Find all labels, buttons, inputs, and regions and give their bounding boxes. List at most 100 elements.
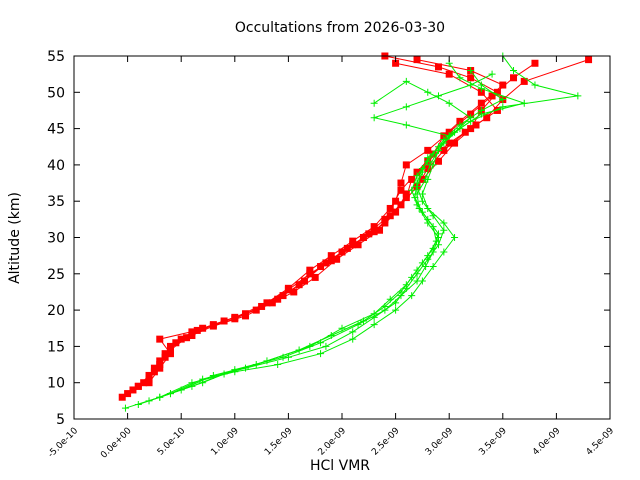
data-point xyxy=(183,334,191,342)
data-point xyxy=(451,234,459,241)
data-point xyxy=(408,292,416,300)
data-point xyxy=(166,390,174,398)
data-point xyxy=(392,197,400,205)
data-point xyxy=(209,322,217,330)
data-point xyxy=(386,295,394,303)
data-point xyxy=(413,179,421,187)
data-point xyxy=(386,204,394,212)
data-point xyxy=(268,299,276,307)
data-point xyxy=(274,361,282,369)
data-point xyxy=(402,77,410,85)
data-point xyxy=(150,364,158,372)
data-point xyxy=(418,197,426,205)
data-point xyxy=(397,292,405,300)
data-point xyxy=(156,335,164,343)
y-tick-label: 50 xyxy=(47,85,65,101)
data-point xyxy=(172,339,180,347)
data-point xyxy=(134,382,142,390)
data-point xyxy=(408,175,416,183)
data-point xyxy=(381,215,389,223)
data-point xyxy=(451,139,459,147)
series-1 xyxy=(121,52,582,412)
data-point xyxy=(322,259,330,267)
data-point xyxy=(424,146,432,154)
data-point xyxy=(370,99,378,107)
data-point xyxy=(370,228,378,236)
data-point xyxy=(429,248,437,256)
data-point xyxy=(402,103,410,111)
data-point xyxy=(445,128,453,136)
data-point xyxy=(118,393,126,401)
data-point xyxy=(231,366,239,374)
data-point xyxy=(499,96,507,104)
data-point xyxy=(422,175,430,183)
data-point xyxy=(166,350,174,358)
y-tick-label: 25 xyxy=(47,267,65,283)
data-point xyxy=(434,63,442,71)
data-point xyxy=(413,168,421,176)
data-point xyxy=(445,132,453,140)
data-point xyxy=(440,226,448,234)
data-point xyxy=(467,125,475,133)
data-point xyxy=(488,92,496,100)
data-point xyxy=(510,67,518,75)
y-tick-label: 40 xyxy=(47,158,65,174)
data-point xyxy=(402,281,410,289)
y-tick-label: 35 xyxy=(47,194,65,210)
data-point xyxy=(531,81,539,89)
y-tick-label: 15 xyxy=(47,339,65,355)
data-point xyxy=(252,306,260,314)
data-point xyxy=(322,342,330,350)
data-point xyxy=(124,390,132,398)
data-point xyxy=(349,237,357,245)
data-point xyxy=(161,353,169,361)
data-point xyxy=(327,257,335,265)
data-point xyxy=(392,208,400,216)
data-point xyxy=(156,393,164,401)
data-point xyxy=(279,292,287,300)
data-point xyxy=(397,186,405,194)
data-point xyxy=(585,56,593,64)
data-point xyxy=(349,328,357,336)
data-point xyxy=(166,342,174,350)
y-tick-label: 30 xyxy=(47,231,65,247)
data-point xyxy=(413,266,421,274)
data-point xyxy=(306,270,314,278)
data-point xyxy=(422,263,430,271)
data-point xyxy=(413,190,421,198)
data-point xyxy=(290,288,298,296)
data-point xyxy=(370,114,378,122)
data-point xyxy=(499,81,507,89)
data-point xyxy=(574,92,582,100)
data-point xyxy=(440,219,448,227)
data-point xyxy=(483,114,491,122)
data-point xyxy=(300,277,308,285)
data-point xyxy=(429,212,437,220)
data-point xyxy=(429,263,437,271)
data-point xyxy=(397,201,405,209)
y-tick-label: 10 xyxy=(47,376,65,392)
data-point xyxy=(440,146,448,154)
data-point xyxy=(365,230,373,238)
data-point xyxy=(445,70,453,78)
data-point xyxy=(381,219,389,227)
data-point xyxy=(279,353,287,361)
data-point xyxy=(426,161,434,169)
data-point xyxy=(415,204,423,212)
data-point xyxy=(311,273,319,281)
y-tick-label: 20 xyxy=(47,303,65,319)
data-point xyxy=(440,132,448,140)
data-point xyxy=(531,59,539,67)
y-tick-label: 55 xyxy=(47,49,65,65)
data-point xyxy=(456,117,464,125)
data-point xyxy=(520,77,528,85)
data-point xyxy=(370,223,378,231)
data-point xyxy=(477,99,485,107)
chart-title: Occultations from 2026-03-30 xyxy=(235,20,445,36)
data-point xyxy=(477,81,485,89)
data-point xyxy=(488,70,496,78)
data-point xyxy=(397,179,405,187)
data-point xyxy=(402,190,410,198)
data-point xyxy=(467,81,475,89)
